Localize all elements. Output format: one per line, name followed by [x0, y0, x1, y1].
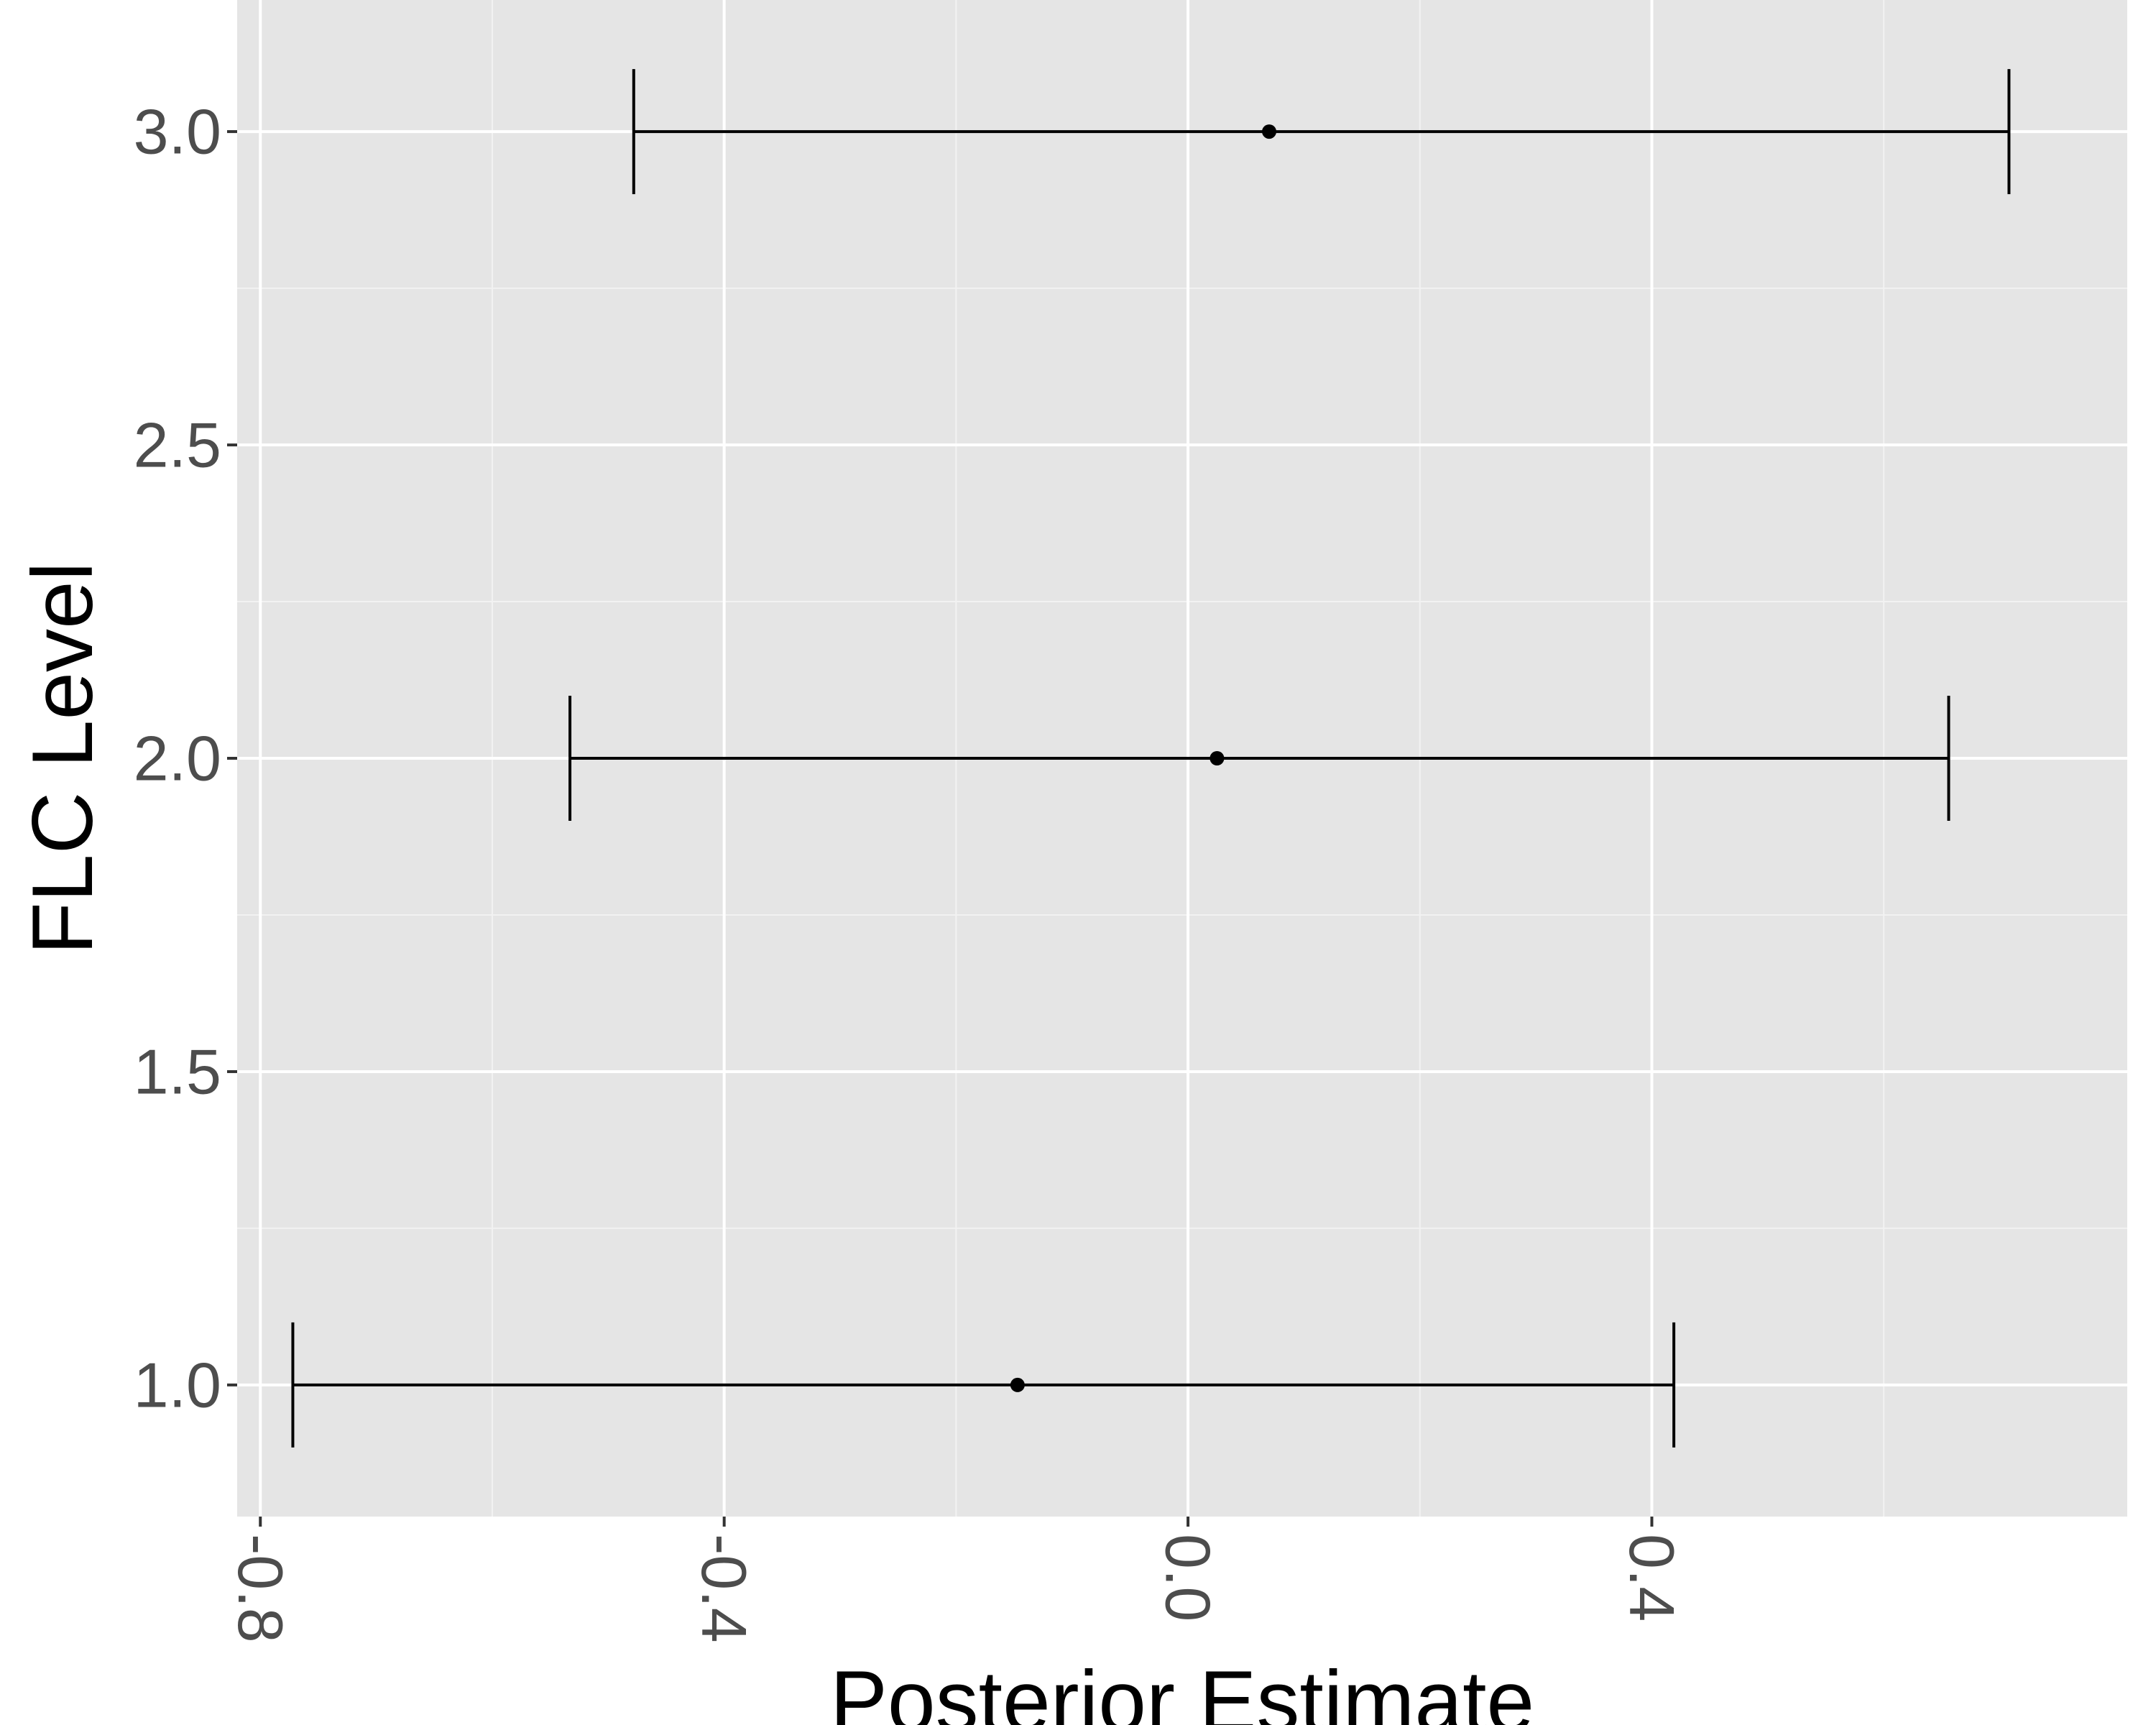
y-tick-label: 3.0	[134, 96, 221, 167]
estimate-point	[1262, 124, 1277, 139]
x-axis-title: Posterior Estimate	[830, 1653, 1534, 1725]
estimate-point	[1210, 751, 1225, 765]
x-tick-label: 0.0	[1153, 1534, 1224, 1622]
error-bars	[291, 69, 2011, 1448]
y-axis-ticks: 1.0 1.5 2.0 2.5 3.0	[134, 96, 237, 1420]
x-axis-ticks: -0.8 -0.4 0.0 0.4	[225, 1517, 1687, 1643]
y-tick-label: 1.5	[134, 1036, 221, 1107]
x-tick-label: -0.8	[225, 1534, 296, 1643]
estimate-point	[1010, 1377, 1025, 1392]
y-axis-title: FLC Level	[14, 562, 111, 955]
x-tick-label: 0.4	[1616, 1534, 1687, 1622]
y-tick-label: 2.5	[134, 410, 221, 481]
x-tick-label: -0.4	[688, 1534, 760, 1643]
y-tick-label: 1.0	[134, 1349, 221, 1420]
y-tick-label: 2.0	[134, 723, 221, 794]
